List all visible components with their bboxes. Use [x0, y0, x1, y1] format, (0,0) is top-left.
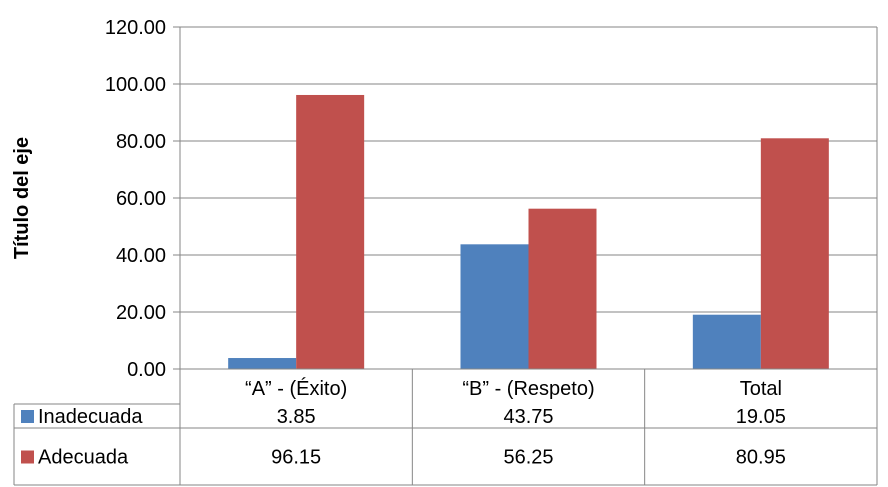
bar-adecuada-0: [296, 94, 365, 369]
x-category-label: “B” - (Respeto): [462, 378, 594, 400]
x-category-label: “A” - (Éxito): [245, 377, 347, 400]
table-cell-value: 43.75: [503, 406, 553, 428]
y-axis-ticks: 0.00 20.00 40.00 60.00 80.00 100.00 120.00: [105, 17, 166, 381]
legend-label: Inadecuada: [38, 406, 143, 428]
bar-inadecuada-0: [228, 358, 297, 369]
bars: [228, 94, 829, 369]
y-tick-label: 0.00: [127, 359, 166, 381]
y-tick-label: 20.00: [116, 302, 166, 324]
table-cell-value: 96.15: [271, 447, 321, 469]
y-tick-label: 100.00: [105, 74, 166, 96]
y-tick-label: 120.00: [105, 17, 166, 39]
table-cell-value: 80.95: [736, 447, 786, 469]
bar-adecuada-2: [760, 138, 829, 369]
bar-inadecuada-2: [692, 314, 761, 369]
table-cell-value: 56.25: [503, 447, 553, 469]
bar-inadecuada-1: [460, 244, 529, 369]
data-table: “A” - (Éxito) “B” - (Respeto) Total Inadecu…: [13, 368, 878, 486]
x-category-label: Total: [740, 378, 782, 400]
y-tick-label: 60.00: [116, 188, 166, 210]
y-axis-title: Título del eje: [11, 137, 33, 259]
legend-key-inadecuada: [21, 410, 34, 423]
table-cell-value: 3.85: [277, 406, 316, 428]
legend-label: Adecuada: [38, 447, 129, 469]
y-tick-label: 80.00: [116, 131, 166, 153]
table-cell-value: 19.05: [736, 406, 786, 428]
legend-key-adecuada: [21, 450, 34, 464]
y-tick-label: 40.00: [116, 245, 166, 267]
bar-adecuada-1: [528, 208, 597, 369]
